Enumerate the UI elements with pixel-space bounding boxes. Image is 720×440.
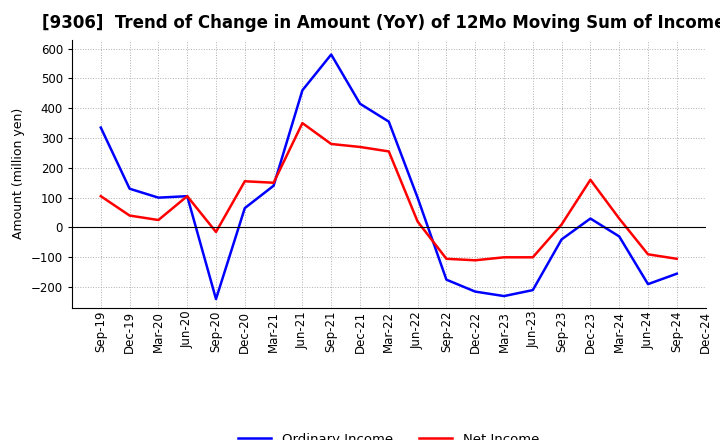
Net Income xyxy=(500,255,508,260)
Net Income xyxy=(154,217,163,223)
Line: Net Income: Net Income xyxy=(101,123,677,260)
Net Income xyxy=(125,213,134,218)
Ordinary Income xyxy=(413,195,422,200)
Net Income xyxy=(269,180,278,185)
Net Income xyxy=(183,194,192,199)
Net Income xyxy=(672,256,681,261)
Ordinary Income xyxy=(154,195,163,200)
Ordinary Income xyxy=(615,234,624,239)
Ordinary Income xyxy=(471,289,480,294)
Net Income xyxy=(212,229,220,235)
Ordinary Income xyxy=(183,194,192,199)
Ordinary Income xyxy=(442,277,451,282)
Ordinary Income xyxy=(240,205,249,211)
Net Income xyxy=(615,216,624,221)
Line: Ordinary Income: Ordinary Income xyxy=(101,55,677,299)
Net Income xyxy=(471,258,480,263)
Ordinary Income xyxy=(298,88,307,93)
Net Income xyxy=(327,141,336,147)
Net Income xyxy=(356,144,364,150)
Ordinary Income xyxy=(500,293,508,299)
Ordinary Income xyxy=(125,186,134,191)
Net Income xyxy=(528,255,537,260)
Ordinary Income xyxy=(586,216,595,221)
Ordinary Income xyxy=(528,287,537,293)
Net Income xyxy=(384,149,393,154)
Y-axis label: Amount (million yen): Amount (million yen) xyxy=(12,108,25,239)
Title: [9306]  Trend of Change in Amount (YoY) of 12Mo Moving Sum of Incomes: [9306] Trend of Change in Amount (YoY) o… xyxy=(42,15,720,33)
Legend: Ordinary Income, Net Income: Ordinary Income, Net Income xyxy=(233,427,544,440)
Ordinary Income xyxy=(327,52,336,57)
Net Income xyxy=(298,121,307,126)
Net Income xyxy=(442,256,451,261)
Ordinary Income xyxy=(96,125,105,130)
Ordinary Income xyxy=(644,282,652,287)
Net Income xyxy=(644,252,652,257)
Net Income xyxy=(96,194,105,199)
Net Income xyxy=(413,219,422,224)
Ordinary Income xyxy=(269,183,278,188)
Ordinary Income xyxy=(672,271,681,276)
Ordinary Income xyxy=(356,101,364,106)
Net Income xyxy=(557,222,566,227)
Net Income xyxy=(586,177,595,183)
Ordinary Income xyxy=(384,119,393,124)
Ordinary Income xyxy=(557,237,566,242)
Ordinary Income xyxy=(212,297,220,302)
Net Income xyxy=(240,179,249,184)
